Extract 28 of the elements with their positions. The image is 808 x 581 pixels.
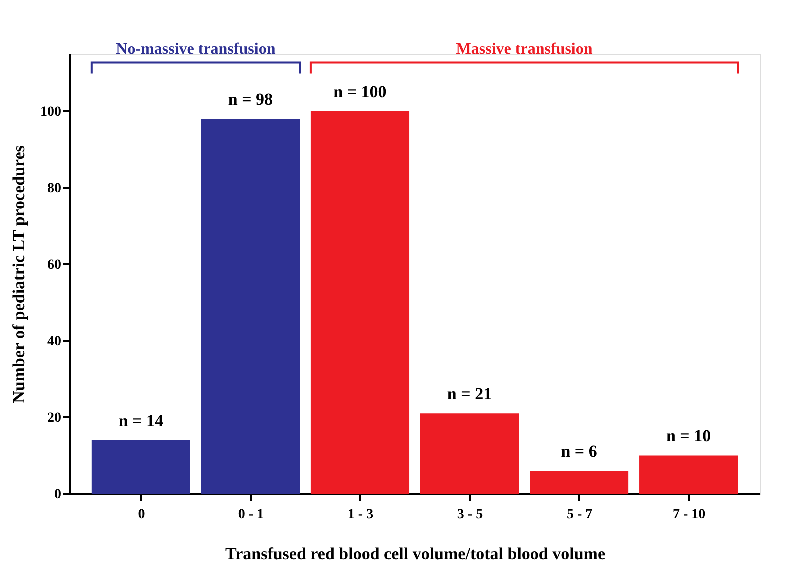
y-tick-label: 100 [40,104,62,120]
bar [640,456,738,494]
annotation: Massive transfusion [456,40,593,58]
bar [92,440,190,494]
data-label: n = 6 [561,442,598,462]
x-tick-label: 5 - 7 [566,508,593,522]
bar [201,119,300,494]
y-axis-title: Number of pediatric LT procedures [10,145,28,404]
y-tick-label: 0 [54,488,62,502]
x-tick-label: 0 [138,508,146,522]
y-tick-label: 40 [48,334,62,350]
data-label: n = 98 [228,90,274,110]
x-tick-label: 7 - 10 [672,508,706,522]
bar [530,471,629,494]
y-tick-label: 20 [48,410,62,426]
x-tick-label: 3 - 5 [457,508,484,522]
y-tick-label: 60 [48,258,62,273]
data-label: n = 10 [666,426,712,446]
x-tick-label: 1 - 3 [348,508,374,522]
data-label: n = 21 [447,384,492,404]
data-label: n = 14 [118,411,164,430]
x-axis-title: Transfused red blood cell volume/total blood volume [225,544,606,564]
bar [310,111,410,494]
data-label: n = 100 [334,82,387,102]
x-tick-label: 0 - 1 [238,508,264,522]
annotation: No-massive transfusion [116,40,276,58]
bar [420,414,520,494]
y-tick-label: 80 [48,181,62,196]
